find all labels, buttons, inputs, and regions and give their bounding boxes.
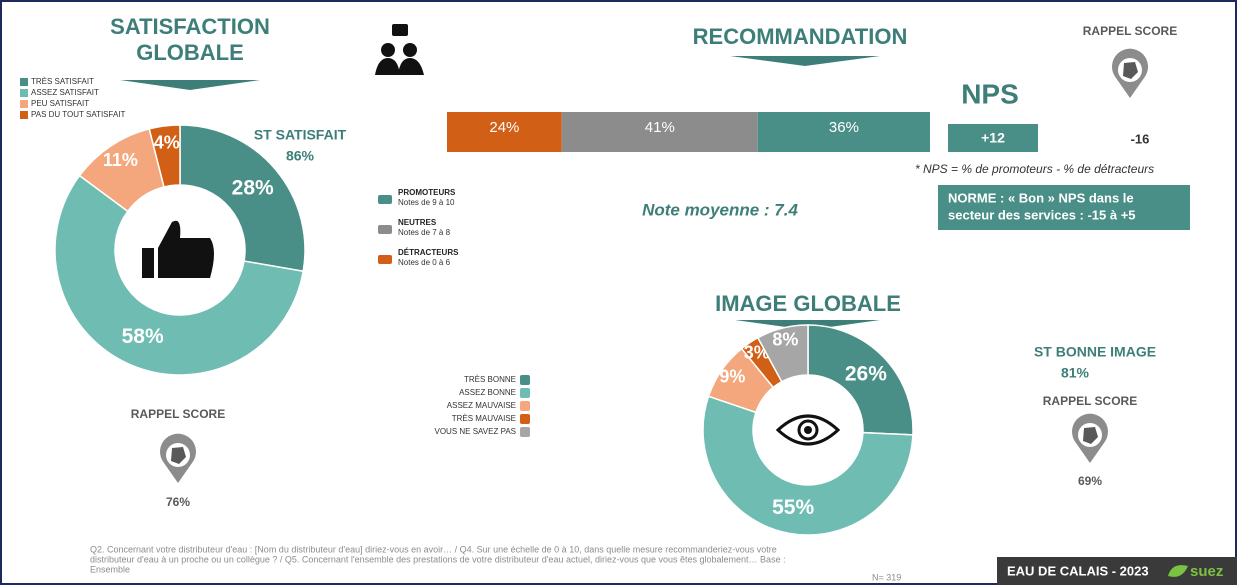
label: Notes de 7 à 8 (398, 228, 451, 237)
location-pin (1112, 48, 1148, 98)
label: ST SATISFAIT (254, 127, 347, 143)
label: IMAGE GLOBALE (715, 291, 901, 316)
label: 28% (232, 176, 274, 199)
legend-swatch (20, 111, 28, 119)
bar-segment (447, 112, 562, 152)
title-line: SATISFACTION (110, 14, 270, 39)
label: NPS (961, 78, 1019, 109)
label: RECOMMANDATION (693, 24, 908, 49)
label: 55% (772, 496, 814, 519)
nps-box (948, 124, 1038, 152)
label: 69% (1078, 474, 1102, 488)
label: ASSEZ SATISFAIT (31, 88, 99, 97)
label: 9% (719, 366, 745, 386)
label: 76% (166, 495, 190, 509)
label: secteur des services : -15 à +5 (948, 207, 1136, 222)
label: ASSEZ BONNE (459, 388, 516, 397)
label: 58% (122, 325, 164, 348)
legend-swatch (378, 255, 392, 264)
label: RAPPEL SCORE (1043, 394, 1137, 408)
location-pin (1072, 413, 1108, 463)
label: 8% (772, 330, 798, 350)
label: 24% (489, 119, 519, 136)
label: NORME : « Bon » NPS dans le (948, 190, 1134, 205)
label: DÉTRACTEURS (398, 248, 459, 257)
legend-swatch (378, 225, 392, 234)
label: PROMOTEURS (398, 188, 456, 197)
legend-swatch (20, 78, 28, 86)
people-icon (375, 24, 424, 75)
label: Notes de 0 à 6 (398, 258, 451, 267)
label: TRÈS SATISFAIT (31, 77, 94, 86)
label: 81% (1061, 365, 1090, 381)
label: Note moyenne : 7.4 (642, 200, 798, 219)
thumb-icon (158, 220, 214, 278)
donut-slice (148, 124, 181, 188)
label: distributeur d'eau à un proche ou un col… (90, 554, 786, 564)
label: RAPPEL SCORE (131, 407, 225, 421)
label: +12 (981, 130, 1005, 146)
legend-swatch (20, 89, 28, 97)
legend-swatch (520, 388, 530, 398)
label: TRÈS BONNE (464, 375, 516, 384)
thumb-icon (142, 248, 154, 278)
eye-icon (775, 414, 841, 446)
label: RAPPEL SCORE (1083, 24, 1177, 38)
label: 41% (645, 119, 675, 136)
label: Notes de 9 à 10 (398, 198, 455, 207)
label: 26% (845, 362, 887, 385)
label: VOUS NE SAVEZ PAS (434, 427, 516, 436)
label: EAU DE CALAIS - 2023 (1007, 563, 1149, 578)
label: * NPS = % de promoteurs - % de détracteu… (915, 162, 1154, 176)
donut-slice (756, 324, 809, 383)
label: 36% (829, 119, 859, 136)
label: 86% (286, 148, 315, 164)
legend-swatch (20, 100, 28, 108)
label: NEUTRES (398, 218, 437, 227)
donut-slice (702, 395, 914, 536)
donut-slice (54, 174, 305, 376)
legend-swatch (378, 195, 392, 204)
legend-swatch (520, 427, 530, 437)
label: Ensemble (90, 564, 130, 574)
norm-box (938, 185, 1190, 230)
title-line: GLOBALE (136, 40, 244, 65)
label: TRÈS MAUVAISE (452, 414, 516, 423)
chevron (730, 56, 880, 66)
label: N= 319 (872, 572, 901, 582)
label: suez (1190, 563, 1223, 580)
bar-segment (757, 112, 930, 152)
legend-swatch (520, 375, 530, 385)
bar-segment (561, 112, 758, 152)
label: 11% (103, 150, 138, 170)
label: -16 (1131, 131, 1150, 146)
label: PEU SATISFAIT (31, 99, 89, 108)
legend-swatch (520, 401, 530, 411)
label: ASSEZ MAUVAISE (447, 401, 516, 410)
chevron (120, 80, 260, 90)
label: 4% (154, 133, 180, 153)
label: PAS DU TOUT SATISFAIT (31, 110, 126, 119)
chart-title: SATISFACTION GLOBALE (110, 14, 270, 65)
donut-slice (807, 324, 914, 436)
brand-box (997, 557, 1237, 585)
logo-mark (1168, 565, 1188, 577)
legend-swatch (520, 414, 530, 424)
label: ST BONNE IMAGE (1034, 344, 1156, 360)
location-pin (160, 433, 196, 483)
eye-icon (797, 419, 819, 441)
eye-icon (804, 426, 812, 434)
label: Q2. Concernant votre distributeur d'eau … (90, 544, 777, 554)
donut-slice (179, 124, 306, 273)
